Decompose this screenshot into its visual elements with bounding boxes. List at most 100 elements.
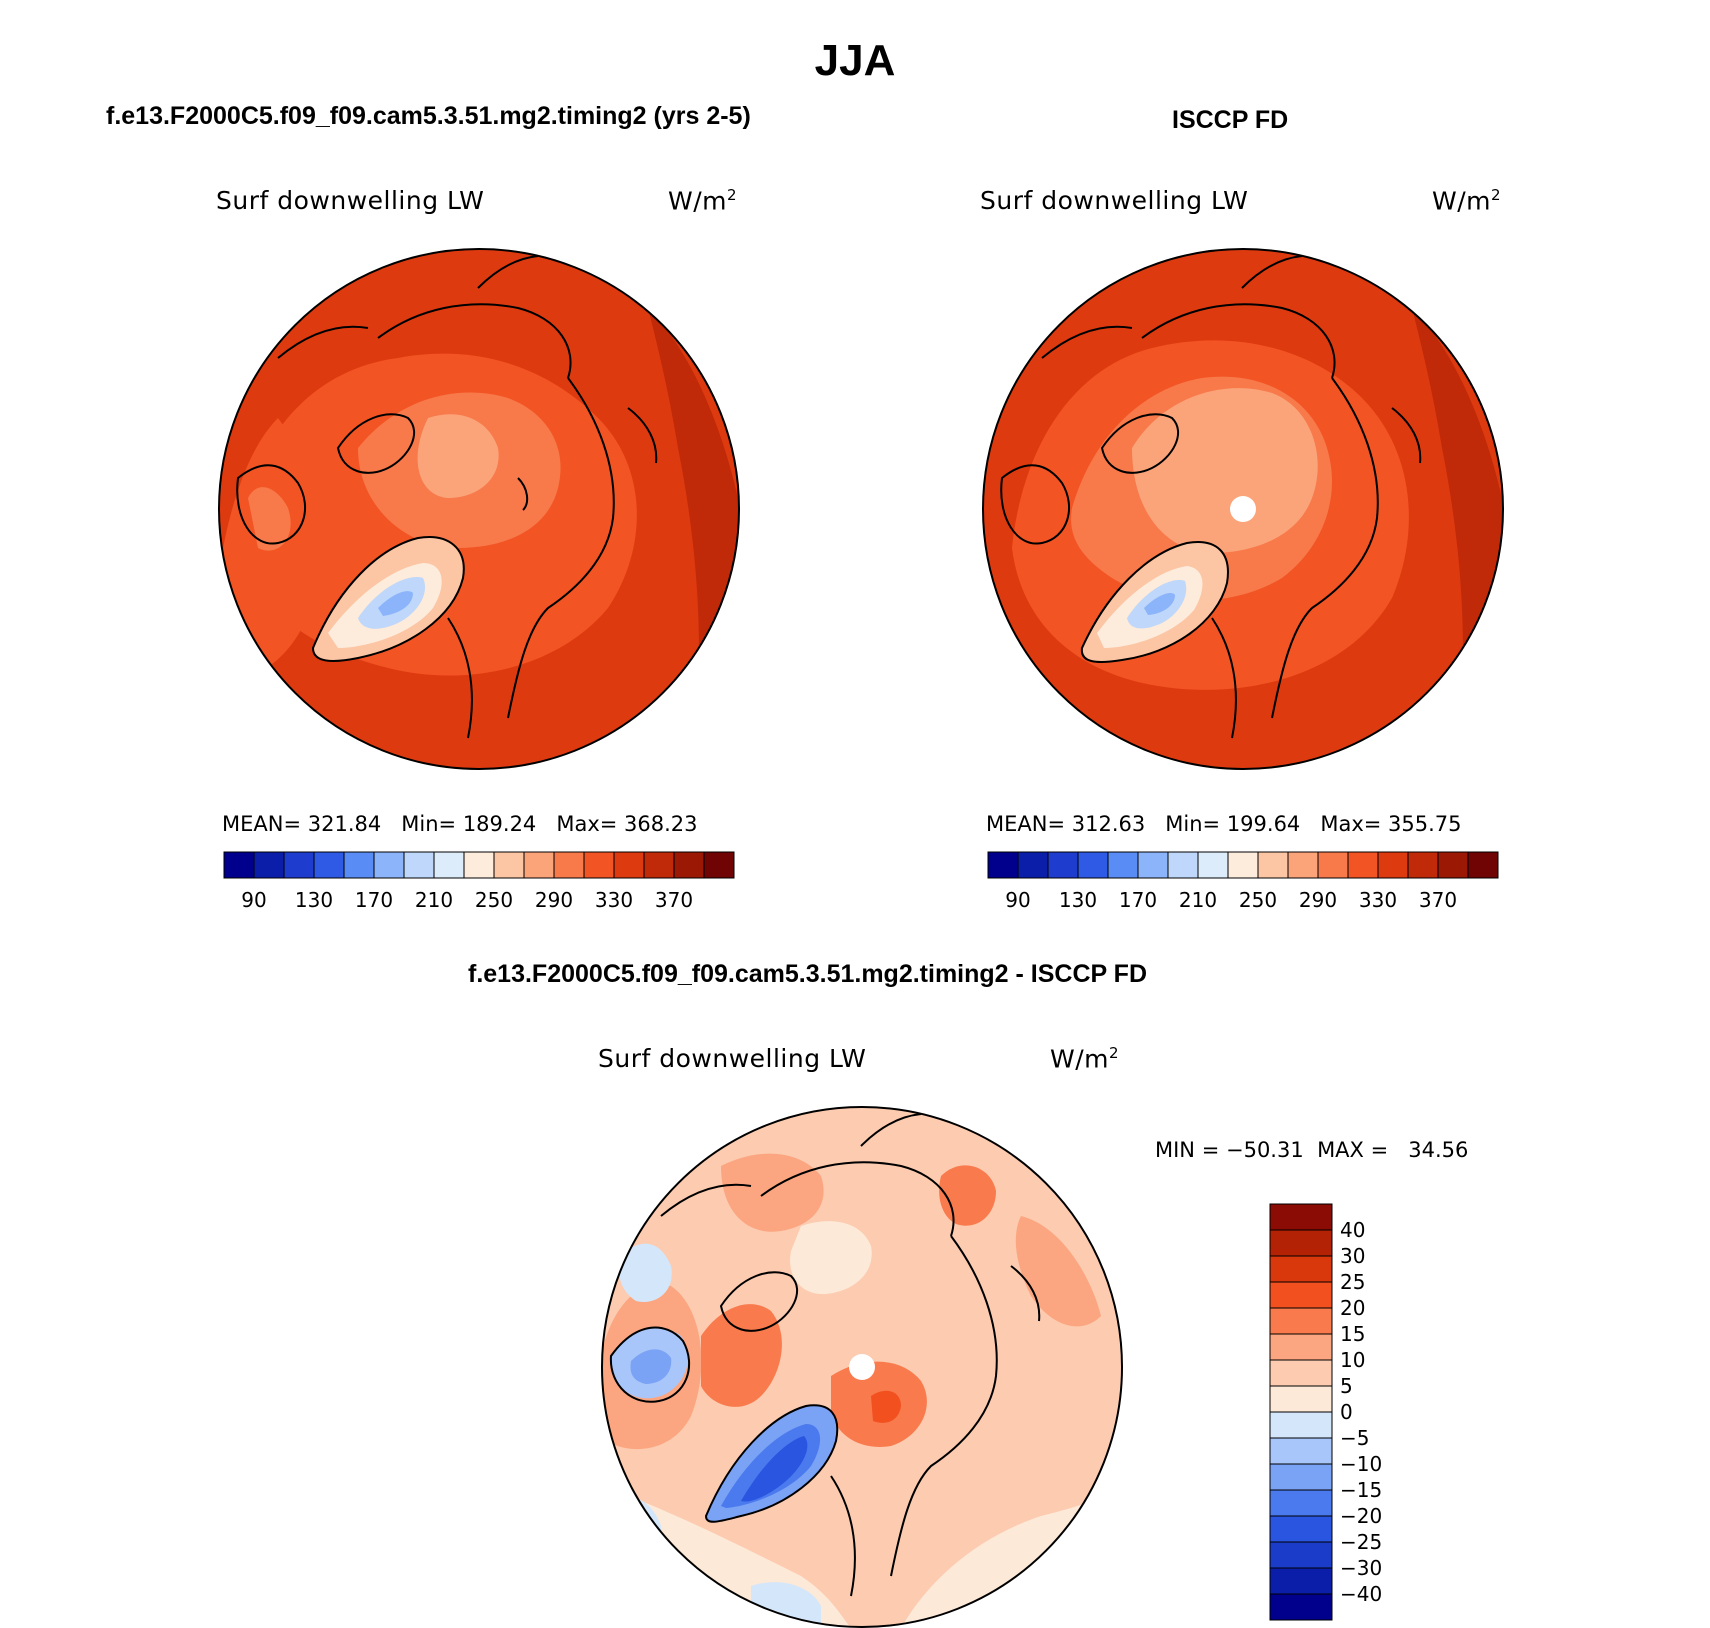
model-colorbar-swatch xyxy=(283,851,315,879)
model-colorbar-swatch xyxy=(613,851,645,879)
obs-colorbar-tick-label: 90 xyxy=(1005,888,1031,912)
diff-colorbar-swatch xyxy=(1269,1593,1333,1621)
model-colorbar-tick-label: 370 xyxy=(654,888,694,912)
obs-colorbar-swatch xyxy=(1377,851,1409,879)
obs-colorbar-swatch xyxy=(1407,851,1439,879)
model-colorbar-swatch xyxy=(403,851,435,879)
diff-colorbar-tick-label: 40 xyxy=(1340,1218,1366,1242)
diff-colorbar-tick-label: −30 xyxy=(1340,1556,1383,1580)
diff-colorbar-swatch xyxy=(1269,1567,1333,1595)
obs-variable-label: Surf downwelling LW xyxy=(980,186,1249,215)
diff-colorbar-swatch xyxy=(1269,1281,1333,1309)
obs-colorbar-tick-label: 370 xyxy=(1418,888,1458,912)
obs-colorbar-swatch xyxy=(1017,851,1049,879)
model-variable-label: Surf downwelling LW xyxy=(216,186,485,215)
diff-colorbar-swatch xyxy=(1269,1437,1333,1465)
diff-colorbar-tick-label: 25 xyxy=(1340,1270,1366,1294)
diff-colorbar-swatch xyxy=(1269,1333,1333,1361)
diff-colorbar-swatch xyxy=(1269,1463,1333,1491)
figure-title: JJA xyxy=(814,36,896,85)
model-colorbar-swatch xyxy=(553,851,585,879)
model-panel-header: f.e13.F2000C5.f09_f09.cam5.3.51.mg2.timi… xyxy=(106,102,751,130)
diff-colorbar-tick-label: −5 xyxy=(1340,1426,1370,1450)
obs-colorbar-swatch xyxy=(1167,851,1199,879)
obs-colorbar-tick-label: 210 xyxy=(1178,888,1218,912)
model-colorbar-swatch xyxy=(583,851,615,879)
diff-colorbar-swatch xyxy=(1269,1489,1333,1517)
model-stats: MEAN= 321.84 Min= 189.24 Max= 368.23 xyxy=(222,812,698,836)
obs-colorbar-tick-label: 250 xyxy=(1238,888,1278,912)
diff-colorbar-swatch xyxy=(1269,1541,1333,1569)
model-colorbar-tick-label: 250 xyxy=(474,888,514,912)
diff-colorbar-tick-label: −10 xyxy=(1340,1452,1383,1476)
obs-colorbar-swatch xyxy=(1137,851,1169,879)
model-colorbar-swatch xyxy=(373,851,405,879)
obs-colorbar-swatch xyxy=(1437,851,1469,879)
diff-colorbar-swatch xyxy=(1269,1307,1333,1335)
diff-colorbar-swatch xyxy=(1269,1515,1333,1543)
obs-colorbar-swatch xyxy=(1227,851,1259,879)
diff-variable-label: Surf downwelling LW xyxy=(598,1044,867,1073)
model-colorbar-swatch xyxy=(463,851,495,879)
model-colorbar-swatch xyxy=(673,851,705,879)
diff-colorbar-swatch xyxy=(1269,1203,1333,1231)
model-colorbar-tick-label: 170 xyxy=(354,888,394,912)
model-colorbar-swatch xyxy=(343,851,375,879)
model-colorbar-swatch xyxy=(493,851,525,879)
diff-colorbar-tick-label: −25 xyxy=(1340,1530,1383,1554)
model-colorbar-tick-label: 330 xyxy=(594,888,634,912)
model-colorbar-swatch xyxy=(223,851,255,879)
obs-colorbar-swatch xyxy=(987,851,1019,879)
obs-colorbar-tick-label: 290 xyxy=(1298,888,1338,912)
obs-polar-map xyxy=(982,248,1504,770)
diff-polar-map xyxy=(601,1106,1123,1628)
diff-colorbar-swatch xyxy=(1269,1255,1333,1283)
diff-colorbar-tick-label: 0 xyxy=(1340,1400,1353,1424)
model-colorbar-swatch xyxy=(523,851,555,879)
obs-colorbar-tick-label: 130 xyxy=(1058,888,1098,912)
obs-colorbar-swatch xyxy=(1317,851,1349,879)
diff-colorbar-tick-label: 15 xyxy=(1340,1322,1366,1346)
diff-panel-header: f.e13.F2000C5.f09_f09.cam5.3.51.mg2.timi… xyxy=(468,960,1148,988)
diff-colorbar xyxy=(1269,1203,1333,1621)
diff-colorbar-tick-label: −20 xyxy=(1340,1504,1383,1528)
diff-colorbar-tick-label: 10 xyxy=(1340,1348,1366,1372)
model-colorbar-tick-label: 90 xyxy=(241,888,267,912)
model-units-label: W/m2 xyxy=(668,186,738,216)
model-polar-map xyxy=(218,248,740,770)
diff-colorbar-swatch xyxy=(1269,1359,1333,1387)
model-colorbar-swatch xyxy=(643,851,675,879)
obs-panel-header: ISCCP FD xyxy=(1172,106,1289,134)
model-colorbar-tick-label: 130 xyxy=(294,888,334,912)
obs-colorbar-swatch xyxy=(1047,851,1079,879)
diff-colorbar-swatch xyxy=(1269,1229,1333,1257)
diff-colorbar-swatch xyxy=(1269,1411,1333,1439)
model-colorbar-swatch xyxy=(703,851,735,879)
obs-units-label: W/m2 xyxy=(1432,186,1502,216)
obs-colorbar-swatch xyxy=(1257,851,1289,879)
model-colorbar-tick-label: 290 xyxy=(534,888,574,912)
model-colorbar xyxy=(223,851,735,879)
obs-colorbar-swatch xyxy=(1287,851,1319,879)
model-colorbar-swatch xyxy=(253,851,285,879)
diff-colorbar-tick-label: 30 xyxy=(1340,1244,1366,1268)
obs-colorbar-swatch xyxy=(1107,851,1139,879)
diff-colorbar-swatch xyxy=(1269,1385,1333,1413)
obs-colorbar-swatch xyxy=(1077,851,1109,879)
diff-colorbar-tick-label: −15 xyxy=(1340,1478,1383,1502)
diff-colorbar-tick-label: 20 xyxy=(1340,1296,1366,1320)
model-colorbar-swatch xyxy=(433,851,465,879)
diff-units-label: W/m2 xyxy=(1050,1044,1120,1074)
obs-colorbar xyxy=(987,851,1499,879)
diff-colorbar-tick-label: 5 xyxy=(1340,1374,1353,1398)
model-colorbar-tick-label: 210 xyxy=(414,888,454,912)
obs-colorbar-swatch xyxy=(1197,851,1229,879)
obs-stats: MEAN= 312.63 Min= 199.64 Max= 355.75 xyxy=(986,812,1462,836)
obs-colorbar-swatch xyxy=(1467,851,1499,879)
diff-stats: MIN = −50.31 MAX = 34.56 xyxy=(1155,1138,1469,1162)
obs-colorbar-tick-label: 330 xyxy=(1358,888,1398,912)
obs-colorbar-swatch xyxy=(1347,851,1379,879)
diff-colorbar-tick-label: −40 xyxy=(1340,1582,1383,1606)
model-colorbar-swatch xyxy=(313,851,345,879)
obs-colorbar-tick-label: 170 xyxy=(1118,888,1158,912)
